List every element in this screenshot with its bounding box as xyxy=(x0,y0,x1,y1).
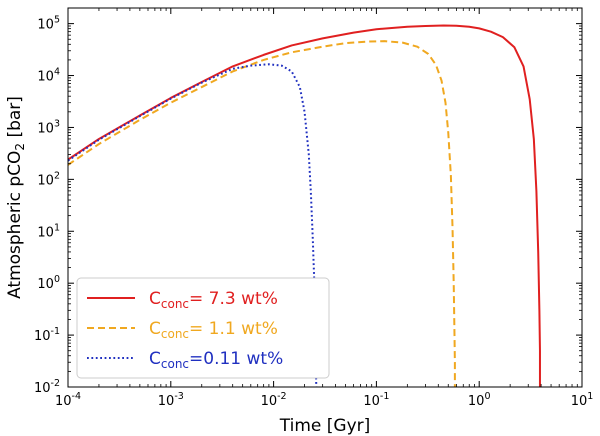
series-line-1 xyxy=(68,40,456,387)
y-tick-label: 101 xyxy=(37,222,60,240)
legend-label-1: Cconc= 1.1 wt% xyxy=(149,319,278,341)
legend-label-2: Cconc=0.11 wt% xyxy=(149,349,283,371)
x-tick-label: 10-2 xyxy=(261,391,287,409)
y-tick-label: 105 xyxy=(37,15,60,33)
y-axis-label: Atmospheric pCO2 [bar] xyxy=(5,96,27,299)
y-tick-label: 10-2 xyxy=(34,378,60,396)
y-tick-label: 103 xyxy=(37,118,60,136)
x-tick-label: 100 xyxy=(468,391,491,409)
legend: Cconc= 7.3 wt% Cconc= 1.1 wt% Cconc=0.11 w… xyxy=(76,277,330,379)
series-line-2 xyxy=(68,63,318,387)
axis-ticks xyxy=(67,7,583,388)
x-tick-label: 101 xyxy=(571,391,594,409)
x-tick-label: 10-1 xyxy=(363,391,389,409)
y-tick-label: 102 xyxy=(37,170,60,188)
plot-area-frame xyxy=(67,7,583,388)
series-line-0 xyxy=(68,24,541,387)
x-tick-label: 10-3 xyxy=(158,391,184,409)
legend-label-0: Cconc= 7.3 wt% xyxy=(149,289,278,311)
axis-tick-labels: 10-4 10-3 10-2 10-1 100 101 10-2 10-1 100 101 102 1… xyxy=(34,15,593,409)
y-tick-label: 100 xyxy=(37,274,60,292)
legend-box xyxy=(76,277,330,379)
y-tick-label: 10-1 xyxy=(34,326,60,344)
series-layer xyxy=(68,24,541,387)
y-tick-label: 104 xyxy=(37,67,60,85)
x-axis-label: Time [Gyr] xyxy=(279,416,371,436)
x-tick-label: 10-4 xyxy=(55,391,81,409)
